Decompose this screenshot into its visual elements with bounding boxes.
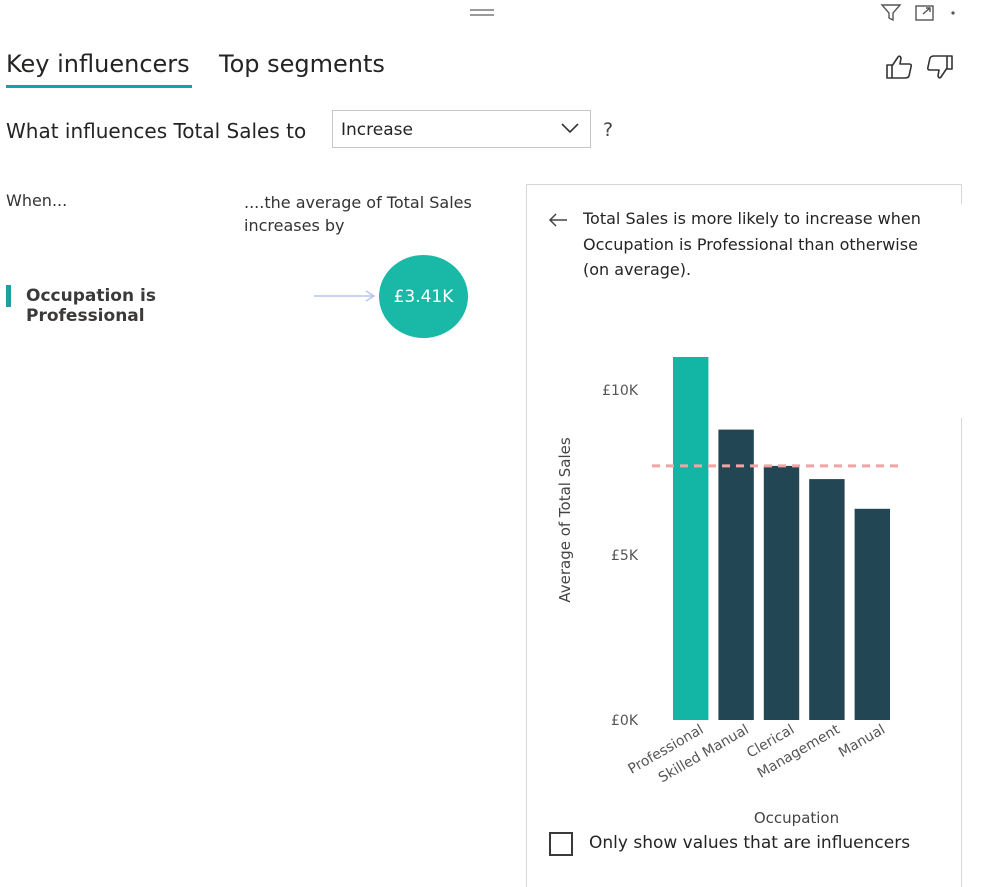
help-icon[interactable]: ? <box>603 119 614 141</box>
panel-border <box>526 184 962 185</box>
bar-professional <box>672 357 709 720</box>
thumbs-up-icon[interactable] <box>884 52 914 82</box>
panel-border <box>961 418 962 887</box>
thumbs-down-icon[interactable] <box>925 52 955 82</box>
back-arrow-icon[interactable] <box>547 211 569 229</box>
filter-icon[interactable] <box>878 2 904 24</box>
focus-mode-icon[interactable] <box>912 2 938 24</box>
tab-key-influencers[interactable]: Key influencers <box>6 50 190 78</box>
more-options-icon[interactable] <box>946 2 960 24</box>
chevron-down-icon <box>560 120 580 136</box>
when-header: When... <box>6 191 68 210</box>
y-axis-label: Average of Total Sales <box>556 437 574 603</box>
active-tab-indicator <box>6 85 192 88</box>
bar-skilled-manual <box>718 429 754 720</box>
question-label: What influences Total Sales to <box>6 119 307 143</box>
connector-arrow <box>314 290 376 302</box>
panel-border <box>961 184 962 204</box>
influencer-item[interactable]: Occupation is Professional <box>6 282 268 326</box>
influencer-label: Occupation is Professional <box>26 286 156 326</box>
bar-clerical <box>763 465 800 720</box>
influence-value-bubble[interactable]: £3.41K <box>379 255 468 338</box>
influencer-explanation: Total Sales is more likely to increase w… <box>583 209 921 279</box>
bar-manual <box>854 508 891 720</box>
dropdown-value: Increase <box>341 120 413 140</box>
effect-header: ....the average of Total Sales increases… <box>244 193 472 235</box>
panel-border <box>526 184 527 887</box>
y-tick-label: £5K <box>611 548 639 564</box>
y-tick-label: £0K <box>611 713 639 729</box>
drag-handle-icon[interactable] <box>470 9 494 17</box>
x-axis-label: Occupation <box>754 809 839 827</box>
bar-management <box>809 479 845 720</box>
only-influencers-checkbox[interactable] <box>549 832 573 856</box>
x-tick-label: Manual <box>836 722 888 761</box>
selection-indicator <box>6 285 11 307</box>
only-influencers-label: Only show values that are influencers <box>589 833 911 853</box>
tab-top-segments[interactable]: Top segments <box>219 50 385 78</box>
y-tick-label: £10K <box>602 383 639 399</box>
direction-dropdown[interactable]: Increase <box>332 110 591 148</box>
